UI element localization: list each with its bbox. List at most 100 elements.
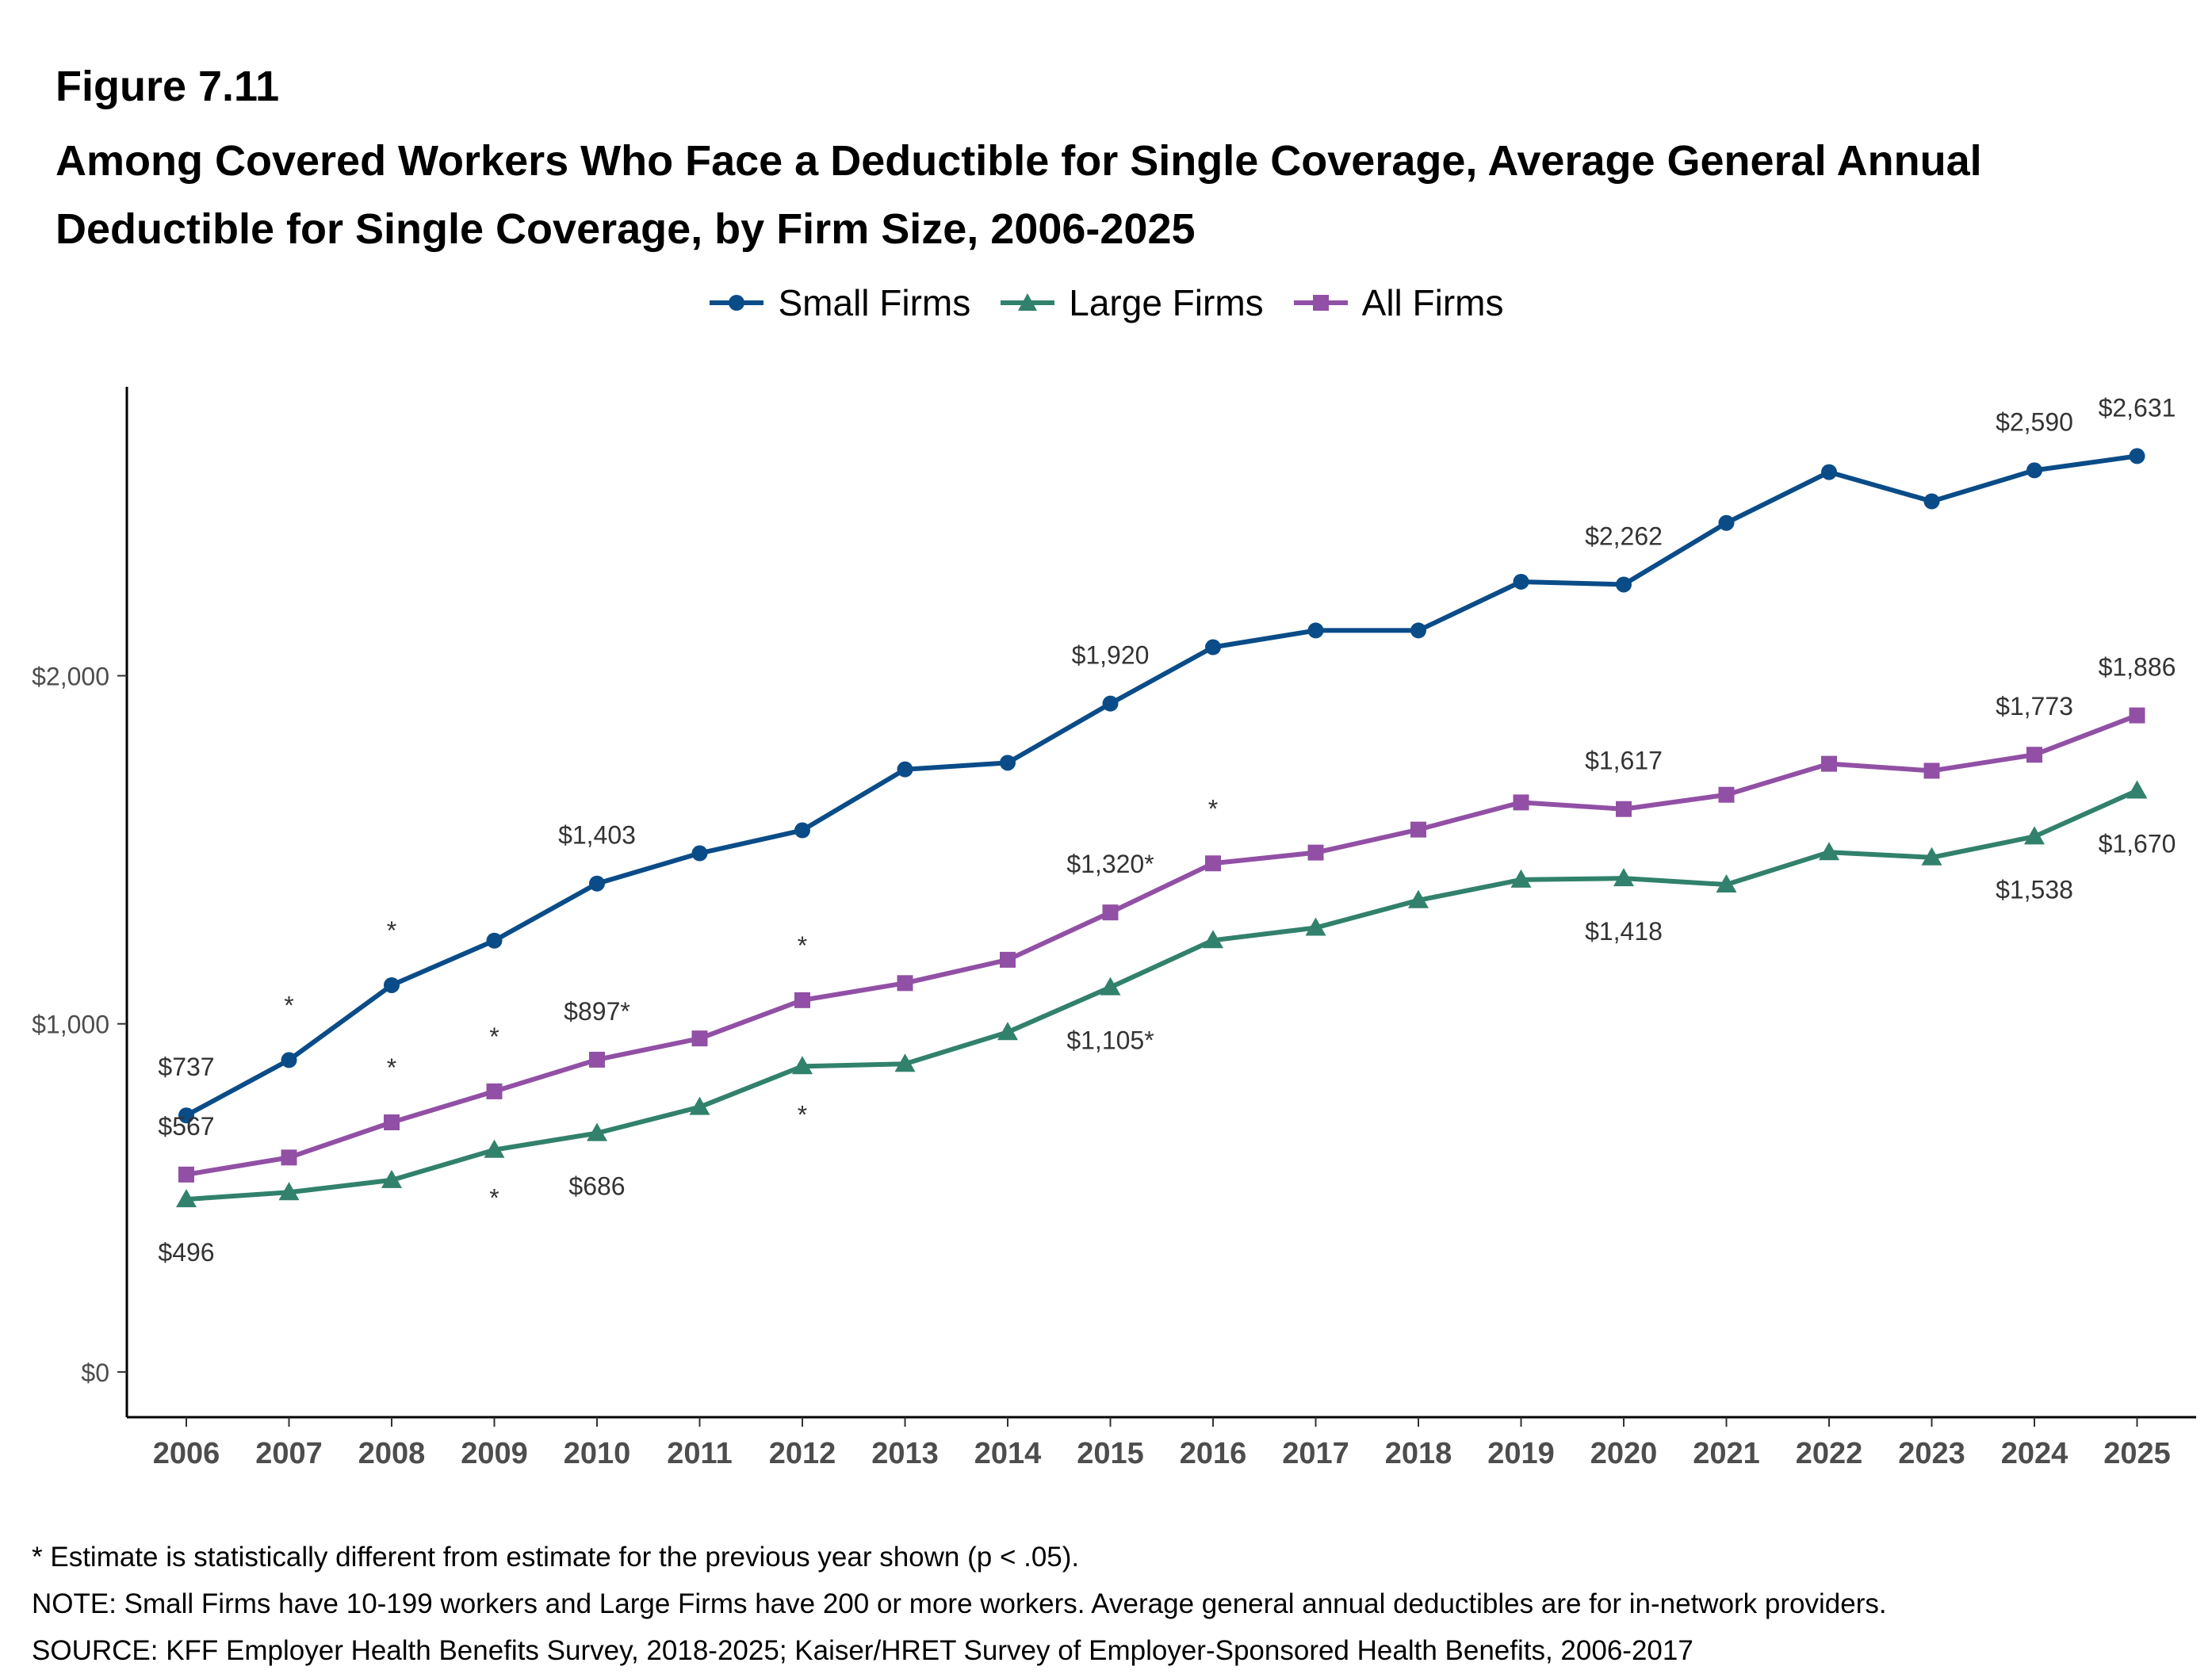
data-point-all — [1410, 821, 1426, 838]
data-point-large — [997, 1022, 1018, 1041]
data-point-large — [2024, 826, 2045, 845]
data-point-all — [1205, 855, 1221, 872]
data-point-small — [384, 976, 400, 993]
data-label-small: $2,262 — [1585, 522, 1663, 550]
x-tick-label: 2017 — [1282, 1437, 1349, 1470]
data-point-small — [1513, 573, 1529, 590]
data-point-small — [897, 761, 913, 778]
legend-item-large-firms: Large Firms — [999, 281, 1264, 324]
data-point-large — [894, 1053, 916, 1072]
data-point-all — [1102, 904, 1119, 921]
data-point-all — [281, 1149, 297, 1166]
figure-label: Figure 7.11 — [55, 63, 280, 110]
data-point-small — [1923, 493, 1940, 510]
data-point-small — [1307, 622, 1324, 639]
y-tick-label: $2,000 — [32, 663, 109, 691]
x-tick-label: 2024 — [2001, 1437, 2068, 1470]
data-label-all: $1,617 — [1585, 747, 1663, 775]
data-point-large — [1100, 976, 1121, 996]
data-point-large — [1716, 874, 1737, 893]
x-tick-label: 2020 — [1590, 1437, 1658, 1470]
legend-label-small-firms: Small Firms — [778, 282, 971, 323]
chart-legend: Small Firms Large Firms All Firms — [0, 281, 2212, 324]
y-tick-label: $1,000 — [32, 1011, 109, 1039]
data-point-large — [1305, 917, 1326, 936]
series-line-large — [186, 788, 2138, 1202]
x-tick-label: 2018 — [1385, 1437, 1452, 1470]
significance-marker-small: * — [284, 991, 293, 1019]
data-point-all — [384, 1114, 400, 1131]
data-point-all — [589, 1051, 605, 1068]
significance-marker-all: * — [489, 1022, 499, 1051]
legend-key-small-firms — [710, 295, 764, 311]
data-point-all — [1923, 762, 1940, 779]
note-text: NOTE: Small Firms have 10-199 workers an… — [32, 1588, 1887, 1619]
data-point-small — [486, 932, 503, 949]
data-point-small — [1718, 514, 1735, 531]
data-point-all — [691, 1030, 708, 1047]
legend-key-large-firms — [1001, 293, 1055, 311]
data-point-all — [486, 1083, 503, 1099]
data-point-large — [1203, 930, 1223, 949]
x-tick-label: 2011 — [667, 1437, 732, 1470]
data-point-large — [1921, 847, 1942, 866]
data-label-all: $567 — [158, 1112, 214, 1141]
legend-item-small-firms: Small Firms — [708, 281, 970, 324]
source-text: SOURCE: KFF Employer Health Benefits Sur… — [32, 1635, 1693, 1666]
data-point-large — [1819, 842, 1839, 861]
x-tick-label: 2016 — [1180, 1437, 1247, 1470]
significance-note: * Estimate is statistically different fr… — [32, 1542, 1080, 1573]
data-point-all — [1821, 755, 1837, 772]
x-tick-label: 2025 — [2103, 1437, 2171, 1470]
legend-key-all-firms — [1293, 295, 1348, 311]
data-label-all: $1,886 — [2099, 653, 2176, 682]
data-point-all — [1000, 951, 1016, 968]
data-label-small: $1,403 — [558, 821, 636, 850]
data-point-small — [1821, 464, 1837, 480]
x-tick-label: 2015 — [1077, 1437, 1144, 1470]
data-point-small — [281, 1052, 297, 1068]
data-point-large — [1613, 868, 1634, 887]
data-label-large: $1,670 — [2099, 829, 2176, 858]
significance-marker-small: * — [387, 916, 396, 945]
data-point-all — [1513, 794, 1529, 811]
data-point-small — [1205, 639, 1221, 655]
data-point-small — [1000, 755, 1016, 771]
data-point-small — [1410, 622, 1426, 639]
data-label-large: $1,538 — [1996, 875, 2073, 904]
footnotes: * Estimate is statistically different fr… — [32, 1534, 1887, 1674]
data-label-all: $897* — [564, 997, 630, 1026]
x-tick-label: 2019 — [1487, 1437, 1555, 1470]
significance-marker-all: * — [387, 1053, 396, 1082]
data-point-all — [897, 975, 913, 992]
significance-marker-all: * — [1208, 794, 1218, 823]
data-point-all — [2129, 707, 2145, 724]
data-point-small — [2026, 462, 2042, 479]
series-line-all — [186, 713, 2138, 1177]
data-point-large — [792, 1056, 813, 1075]
x-tick-label: 2012 — [769, 1437, 836, 1470]
data-point-all — [794, 992, 810, 1008]
data-label-small: $2,590 — [1996, 407, 2073, 436]
data-point-all — [178, 1166, 194, 1183]
data-point-small — [1616, 576, 1632, 593]
significance-marker-large: * — [798, 1100, 807, 1129]
data-label-large: $496 — [158, 1238, 214, 1267]
data-point-small — [794, 822, 810, 839]
legend-label-all-firms: All Firms — [1361, 282, 1504, 323]
x-tick-label: 2007 — [255, 1437, 323, 1470]
data-label-large: $686 — [568, 1172, 625, 1201]
data-point-small — [691, 845, 708, 862]
data-point-large — [587, 1122, 607, 1141]
x-tick-label: 2022 — [1796, 1437, 1863, 1470]
x-tick-label: 2010 — [564, 1437, 631, 1470]
data-label-all: $1,320* — [1066, 850, 1154, 878]
data-point-large — [1408, 889, 1429, 908]
data-point-large — [278, 1182, 300, 1201]
x-tick-label: 2006 — [153, 1437, 220, 1470]
x-tick-label: 2009 — [461, 1437, 528, 1470]
data-point-large — [176, 1189, 197, 1208]
data-label-small: $737 — [158, 1053, 214, 1081]
x-tick-label: 2023 — [1898, 1437, 1965, 1470]
